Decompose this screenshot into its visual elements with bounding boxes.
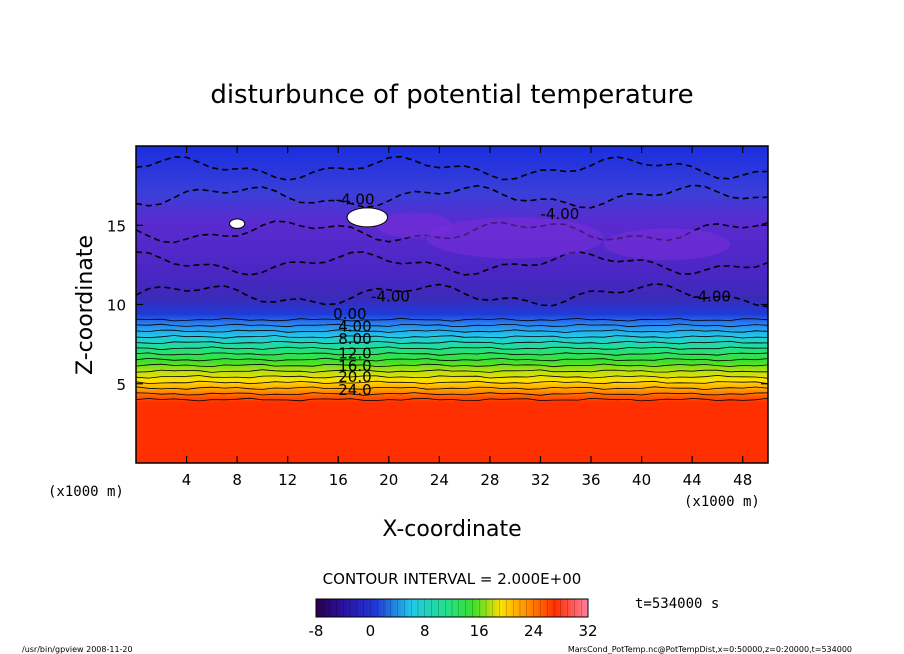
contour-interval-label: CONTOUR INTERVAL = 2.000E+00 bbox=[323, 570, 582, 588]
colorbar: -8 0 8 16 24 32 bbox=[309, 598, 598, 640]
colorbar-ticks: -8 0 8 16 24 32 bbox=[309, 622, 598, 640]
colorbar-tick-label: 24 bbox=[524, 622, 543, 640]
y-tick-label: 5 bbox=[116, 376, 126, 394]
contour-label: 12.0 bbox=[338, 344, 371, 362]
footer-left: /usr/bin/gpview 2008-11-20 bbox=[22, 645, 133, 654]
x-axis-label: X-coordinate bbox=[382, 517, 521, 542]
contour-label: -4.00 bbox=[336, 191, 375, 209]
x-tick-label: 24 bbox=[430, 471, 449, 489]
y-tick-label: 15 bbox=[107, 217, 126, 235]
colorbar-tick-label: 0 bbox=[366, 622, 376, 640]
x-unit-left: (x1000 m) bbox=[48, 484, 124, 500]
y-axis-ticks: 5 10 15 bbox=[107, 217, 768, 394]
contour-line bbox=[136, 323, 768, 328]
contour-label: 24.0 bbox=[338, 381, 371, 399]
x-tick-label: 40 bbox=[632, 471, 651, 489]
contour-line bbox=[136, 397, 768, 402]
x-tick-label: 28 bbox=[480, 471, 499, 489]
colorbar-tick-label: -8 bbox=[309, 622, 324, 640]
contour-label: -4.00 bbox=[692, 287, 731, 305]
contour-line bbox=[136, 380, 768, 385]
plot-area: -4.00 -4.00 -4.00 -4.00 0.004.008.0012.016.0… bbox=[135, 145, 769, 464]
contour-label: 0.00 bbox=[333, 305, 366, 323]
purple-patch bbox=[426, 217, 604, 259]
footer-right: MarsCond_PotTemp.nc@PotTempDist,x=0:5000… bbox=[568, 645, 852, 654]
chart-title: disturbunce of potential temperature bbox=[210, 80, 693, 110]
x-tick-label: 4 bbox=[182, 471, 192, 489]
contour-line bbox=[136, 374, 768, 379]
contour-line bbox=[136, 335, 768, 339]
x-tick-label: 12 bbox=[278, 471, 297, 489]
colorbar-frame bbox=[315, 598, 589, 618]
colorbar-tick-label: 8 bbox=[420, 622, 430, 640]
contour-line bbox=[136, 329, 768, 333]
purple-patch bbox=[603, 228, 731, 261]
contour-line bbox=[136, 363, 768, 368]
contour-label: 16.0 bbox=[338, 357, 371, 375]
heatmap-field bbox=[136, 146, 768, 463]
x-unit-right: (x1000 m) bbox=[684, 494, 760, 510]
white-cell bbox=[229, 218, 246, 229]
white-cell bbox=[346, 207, 389, 228]
x-tick-label: 8 bbox=[232, 471, 242, 489]
x-tick-label: 32 bbox=[531, 471, 550, 489]
x-tick-label: 44 bbox=[683, 471, 702, 489]
colorbar-stripes bbox=[322, 599, 582, 617]
purple-patch bbox=[376, 212, 452, 238]
contour-line bbox=[136, 317, 768, 322]
contour-line bbox=[136, 346, 768, 351]
contour-line bbox=[136, 392, 768, 396]
contour-line-negative bbox=[136, 282, 768, 308]
contour-line bbox=[136, 369, 768, 373]
y-axis-label: Z-coordinate bbox=[73, 235, 98, 375]
x-tick-label: 36 bbox=[581, 471, 600, 489]
contour-line bbox=[136, 357, 768, 362]
contour-label: 4.00 bbox=[338, 317, 371, 335]
contour-label: 8.00 bbox=[338, 330, 371, 348]
x-axis-ticks: 4 8 12 16 20 24 28 32 36 40 44 48 bbox=[182, 146, 752, 489]
contour-labels: -4.00 -4.00 -4.00 -4.00 0.004.008.0012.016.0… bbox=[333, 191, 731, 399]
y-tick-label: 10 bbox=[107, 297, 126, 315]
contour-line bbox=[136, 340, 768, 345]
x-tick-label: 16 bbox=[329, 471, 348, 489]
contour-label: -4.00 bbox=[371, 287, 410, 305]
contour-line bbox=[136, 386, 768, 391]
colorbar-tick-label: 16 bbox=[470, 622, 489, 640]
contour-label: 20.0 bbox=[338, 368, 371, 386]
colorbar-tick-label: 32 bbox=[578, 622, 597, 640]
contour-line bbox=[136, 352, 768, 356]
contour-lines bbox=[136, 155, 768, 402]
time-label: t=534000 s bbox=[635, 596, 719, 612]
x-tick-label: 48 bbox=[733, 471, 752, 489]
contour-label: -4.00 bbox=[540, 205, 579, 223]
x-tick-label: 20 bbox=[379, 471, 398, 489]
